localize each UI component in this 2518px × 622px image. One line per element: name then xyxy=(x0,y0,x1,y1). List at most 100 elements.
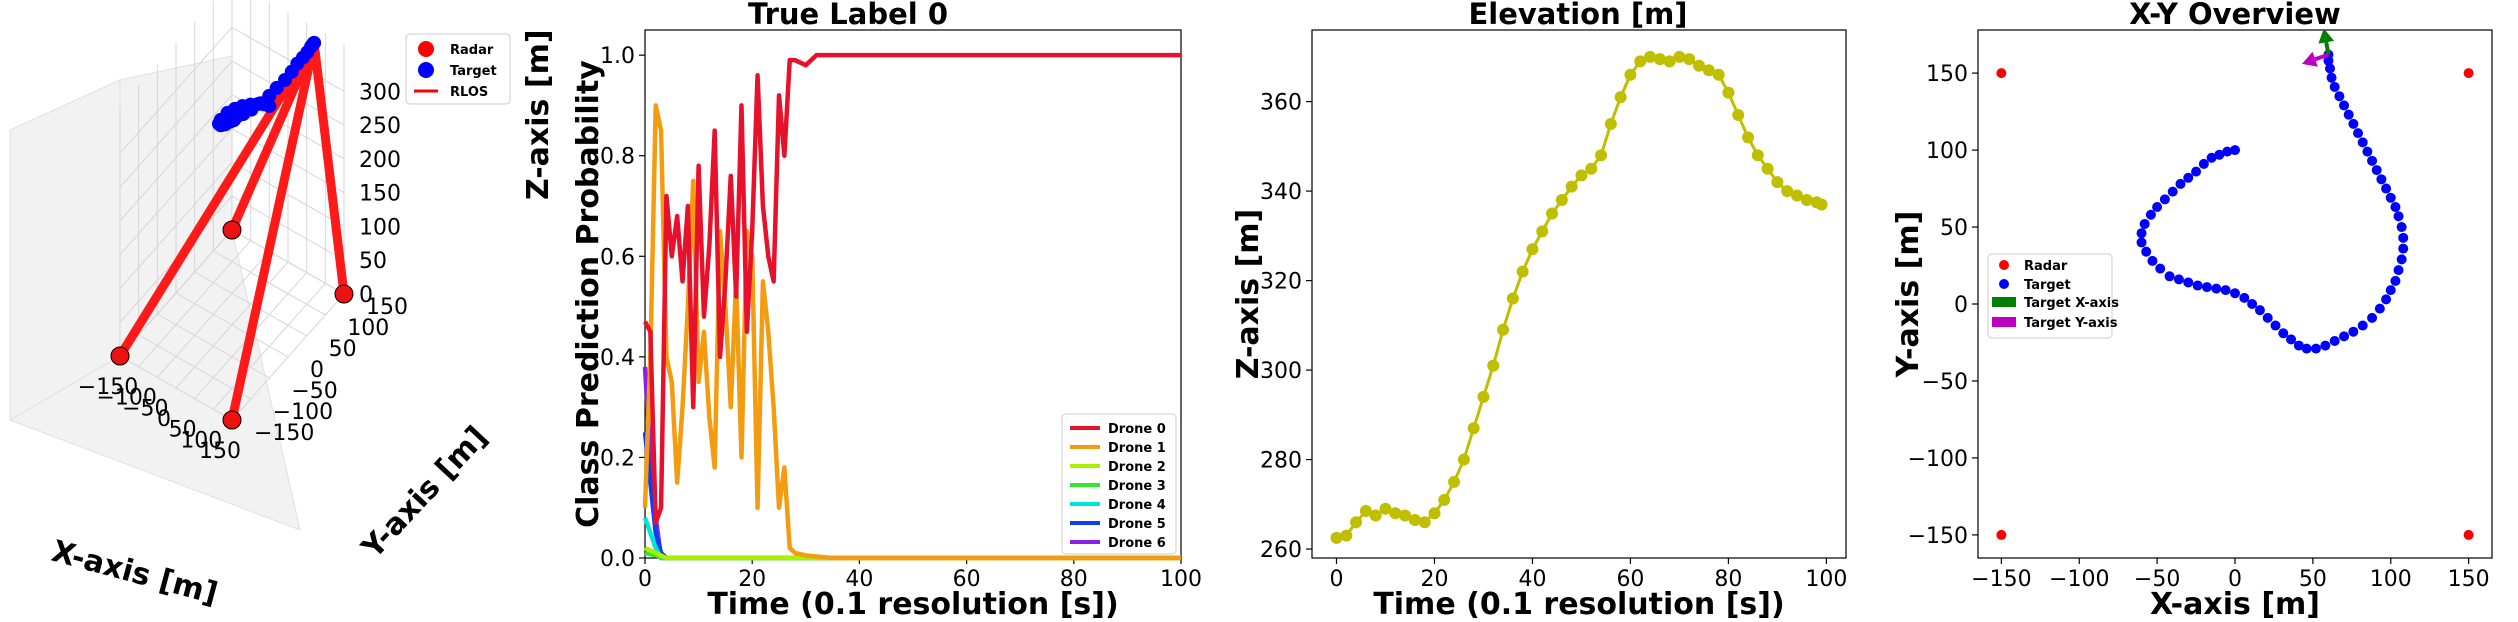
panel-3d-scene: −150−100−50050100150−150−100−50050100150… xyxy=(8,0,556,612)
legend-xy-overview: Radar Target Target X-axis Target Y-axis xyxy=(1987,253,2119,339)
y-tick-label: 0.4 xyxy=(600,346,635,371)
elevation-point xyxy=(1467,422,1480,435)
radar-marker-xy xyxy=(1996,529,2007,540)
elevation-point xyxy=(1487,359,1500,372)
target-point-xy xyxy=(2348,118,2359,129)
target-point-xy xyxy=(2293,340,2304,351)
target-y-axis-arrow-shaft xyxy=(2314,52,2330,62)
z-tick-label-3d: 250 xyxy=(359,114,401,139)
target-point-xy xyxy=(2376,174,2387,185)
y-tick-label-3d: −150 xyxy=(254,421,314,446)
target-point-xy xyxy=(2320,340,2331,351)
z-tick-label-3d: 200 xyxy=(359,148,401,173)
y-axis-label-xy-overview: Y-axis [m] xyxy=(1891,211,1926,379)
x-tick-label: 40 xyxy=(845,567,873,592)
target-point-xy xyxy=(2367,312,2378,323)
elevation-point xyxy=(1506,292,1519,305)
radar-marker-xy xyxy=(1996,68,2007,79)
y-tick-label: 280 xyxy=(1260,449,1302,474)
ticks-class-probability: 0 20 40 60 80 100 0.0 0.2 0.4 0.6 0.8 1.0 xyxy=(600,44,1202,592)
series-line-drone-1 xyxy=(642,103,1181,561)
x-tick-label: 80 xyxy=(1714,567,1742,592)
grid-floor-y xyxy=(213,250,326,316)
legend-label-drone-4: Drone 4 xyxy=(1108,498,1166,513)
elevation-point xyxy=(1614,91,1627,104)
legend-label-drone-1: Drone 1 xyxy=(1108,441,1166,456)
z-tick-label-3d: 150 xyxy=(359,182,401,207)
y-axis-label-3d: Y-axis [m] xyxy=(355,420,495,566)
series-line-drone-0 xyxy=(643,52,1181,526)
target-point-xy xyxy=(2334,91,2345,102)
target-point-xy xyxy=(2357,137,2368,148)
ticks-3d: −150−100−50050100150−150−100−50050100150… xyxy=(78,80,408,464)
y-tick-label: 300 xyxy=(1260,359,1302,384)
legend-marker-target-xy xyxy=(1999,279,2009,289)
target-point-xy xyxy=(2239,292,2250,303)
target-point-xy xyxy=(2339,331,2350,342)
elevation-point xyxy=(1732,109,1745,122)
elevation-point xyxy=(1800,194,1813,207)
target-point-xy xyxy=(2247,299,2258,310)
radar-marker-3d xyxy=(110,346,130,366)
elevation-point xyxy=(1693,59,1706,72)
y-tick-label: 0.0 xyxy=(600,547,635,572)
target-point-xy xyxy=(2214,149,2225,160)
y-tick-label: 0.6 xyxy=(600,245,635,270)
target-point-xy xyxy=(2198,158,2209,169)
x-axis-label-elevation: Time (0.1 resolution [s]) xyxy=(1373,587,1784,622)
y-tick-label: 0.2 xyxy=(600,446,635,471)
target-point-xy xyxy=(2393,265,2404,276)
elevation-point xyxy=(1369,509,1382,522)
elevation-point xyxy=(1653,53,1666,66)
radar-marker-3d xyxy=(222,220,242,240)
target-point-xy xyxy=(2230,145,2240,156)
elevation-point xyxy=(1399,509,1412,522)
x-tick-label-3d: 0 xyxy=(157,407,171,432)
target-point-xy xyxy=(2398,232,2409,243)
x-tick-label: 60 xyxy=(953,567,981,592)
target-point-xy xyxy=(2278,328,2289,339)
elevation-point xyxy=(1497,323,1510,336)
target-point-xy xyxy=(2362,146,2373,157)
target-point-xy xyxy=(2390,275,2401,286)
target-point-xy xyxy=(2371,165,2382,176)
target-point-xy xyxy=(2326,72,2337,83)
elevation-point xyxy=(1663,55,1676,68)
target-point-xy xyxy=(2201,282,2212,293)
y-tick-label: −50 xyxy=(1922,370,1968,395)
elevation-point xyxy=(1624,68,1637,81)
target-point-xy xyxy=(2139,218,2150,229)
y-tick-label-3d: 50 xyxy=(329,337,357,362)
x-tick-label: 100 xyxy=(2370,567,2412,592)
target-point-xy xyxy=(2374,303,2385,314)
target-point-xy xyxy=(2152,202,2163,213)
target-point-xy xyxy=(2164,271,2175,282)
y-tick-label: 260 xyxy=(1260,538,1302,563)
panel-class-probability: True Label 0 0 20 40 60 80 100 0.0 0.2 0.4 0.6 0.8… xyxy=(571,0,1202,622)
elevation-point xyxy=(1555,194,1568,207)
plot-frame-elevation xyxy=(1311,29,1847,559)
target-point-xy xyxy=(2310,343,2321,354)
x-tick-label-3d: −50 xyxy=(122,396,168,421)
elevation-point xyxy=(1379,502,1392,515)
series-elevation xyxy=(1330,50,1828,544)
target-point-xy xyxy=(2396,222,2407,233)
target-point-xy xyxy=(2230,288,2240,299)
target-point-xy xyxy=(2385,285,2396,296)
target-point-xy xyxy=(2136,228,2147,239)
elevation-point xyxy=(1791,189,1804,202)
x-tick-label-3d: 150 xyxy=(199,439,241,464)
x-tick-label-3d: −100 xyxy=(96,386,156,411)
elevation-point xyxy=(1350,516,1363,529)
radar-marker-xy xyxy=(2463,529,2474,540)
elevation-point xyxy=(1673,50,1686,63)
target-point-xy xyxy=(2175,178,2186,189)
target-path-3d xyxy=(211,35,322,133)
elevation-point xyxy=(1389,507,1402,520)
target-point-xy xyxy=(2381,294,2392,305)
elevation-point xyxy=(1595,149,1608,162)
x-tick-label-3d: −150 xyxy=(78,375,138,400)
x-tick-label: 50 xyxy=(2299,567,2327,592)
elevation-point xyxy=(1428,507,1441,520)
target-point-xy xyxy=(2390,202,2401,213)
